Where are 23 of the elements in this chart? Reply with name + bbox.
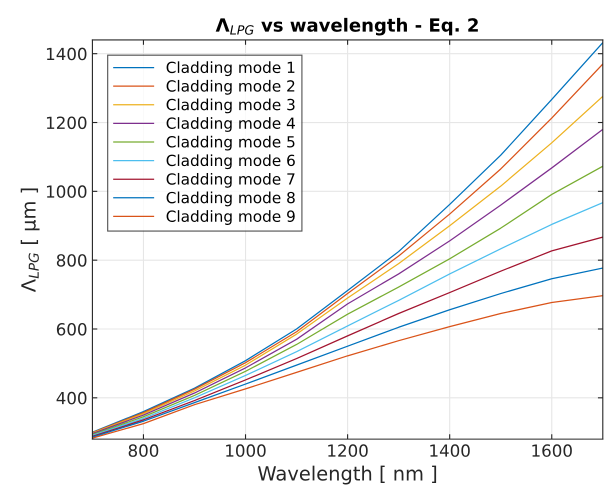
x-tick-label: 800 — [128, 444, 158, 457]
legend-label: Cladding mode 2 — [166, 80, 294, 95]
x-axis-title: Wavelength [ nm ] — [258, 466, 436, 484]
y-tick-label: 800 — [56, 254, 86, 267]
y-tick-label: 1400 — [46, 48, 86, 60]
x-tick-label: 1600 — [532, 444, 572, 457]
x-tick-label: 1000 — [226, 444, 266, 457]
legend-label: Cladding mode 6 — [166, 154, 295, 170]
legend-label: Cladding mode 3 — [166, 98, 295, 114]
y-axis-title: Λ$_{LPG}$ [ μm ] — [20, 188, 40, 292]
legend-label: Cladding mode 1 — [166, 61, 294, 76]
legend-label: Cladding mode 9 — [166, 210, 295, 225]
y-tick-label: 1200 — [46, 116, 86, 130]
chart-title: Λ$_{LPG}$ vs wavelength - Eq. 2 — [216, 18, 478, 36]
y-tick-label: 600 — [56, 322, 86, 336]
y-tick-label: 400 — [56, 392, 86, 404]
legend-label: Cladding mode 8 — [166, 192, 295, 206]
legend-label: Cladding mode 5 — [166, 136, 294, 151]
legend-label: Cladding mode 4 — [166, 117, 295, 132]
x-tick-label: 1400 — [430, 444, 470, 457]
y-tick-label: 1000 — [46, 185, 86, 198]
legend-label: Cladding mode 7 — [166, 172, 294, 188]
x-tick-label: 1200 — [328, 444, 368, 457]
